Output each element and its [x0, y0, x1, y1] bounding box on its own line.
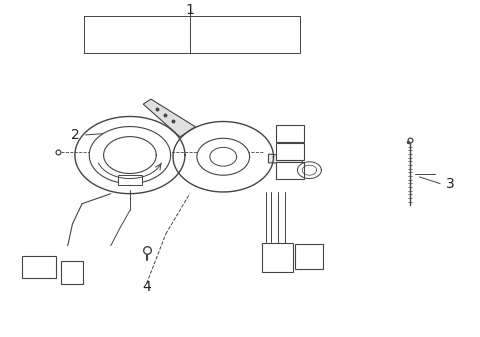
- Polygon shape: [75, 117, 185, 194]
- Polygon shape: [104, 136, 156, 174]
- Bar: [22, 256, 56, 278]
- Bar: [262, 243, 293, 272]
- Text: 1: 1: [185, 3, 194, 17]
- Polygon shape: [268, 154, 302, 163]
- Text: 4: 4: [142, 280, 151, 294]
- Polygon shape: [298, 162, 322, 179]
- Bar: [295, 244, 323, 269]
- Bar: [60, 261, 84, 284]
- Polygon shape: [143, 99, 195, 137]
- Polygon shape: [197, 138, 250, 175]
- Text: 2: 2: [71, 128, 79, 142]
- Polygon shape: [118, 175, 142, 185]
- Polygon shape: [89, 127, 170, 184]
- Bar: [276, 162, 304, 179]
- Polygon shape: [173, 122, 274, 192]
- Bar: [276, 125, 304, 142]
- Text: 3: 3: [446, 177, 455, 191]
- Bar: [276, 143, 304, 160]
